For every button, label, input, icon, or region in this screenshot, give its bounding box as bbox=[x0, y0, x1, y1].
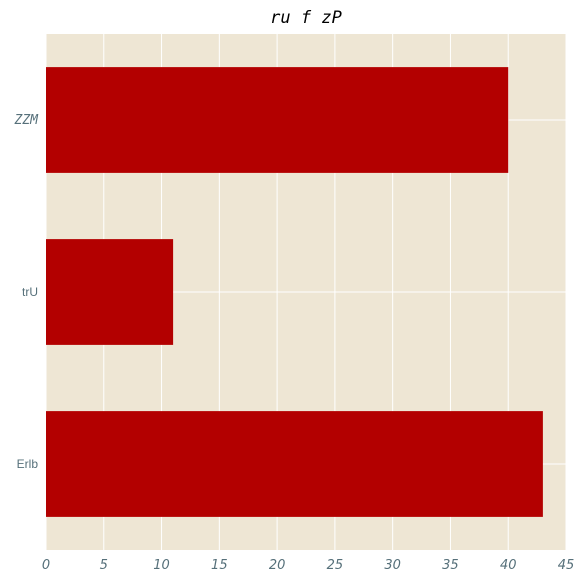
bars bbox=[46, 67, 543, 517]
x-tick-label: 5 bbox=[100, 558, 108, 573]
y-axis-ticks: ZZM trU Erlb bbox=[14, 113, 40, 471]
x-tick-label: 45 bbox=[558, 558, 575, 573]
x-axis-ticks: 0 5 10 15 20 25 30 35 40 45 bbox=[42, 558, 574, 573]
x-tick-label: 35 bbox=[442, 558, 459, 573]
x-tick-label: 0 bbox=[42, 558, 50, 573]
x-tick-label: 40 bbox=[500, 558, 517, 573]
chart-title: ru f zP bbox=[270, 8, 342, 28]
y-tick-label: ZZM bbox=[14, 113, 40, 128]
x-tick-label: 20 bbox=[269, 558, 286, 573]
x-tick-label: 10 bbox=[153, 558, 170, 573]
x-tick-label: 15 bbox=[211, 558, 228, 573]
y-tick-label: trU bbox=[22, 285, 38, 299]
bar-tru bbox=[46, 239, 174, 345]
y-tick-label: Erlb bbox=[17, 457, 39, 471]
bar-erlb bbox=[46, 411, 543, 517]
bar-zzm bbox=[46, 67, 509, 173]
x-tick-label: 30 bbox=[384, 558, 401, 573]
x-tick-label: 25 bbox=[327, 558, 344, 573]
